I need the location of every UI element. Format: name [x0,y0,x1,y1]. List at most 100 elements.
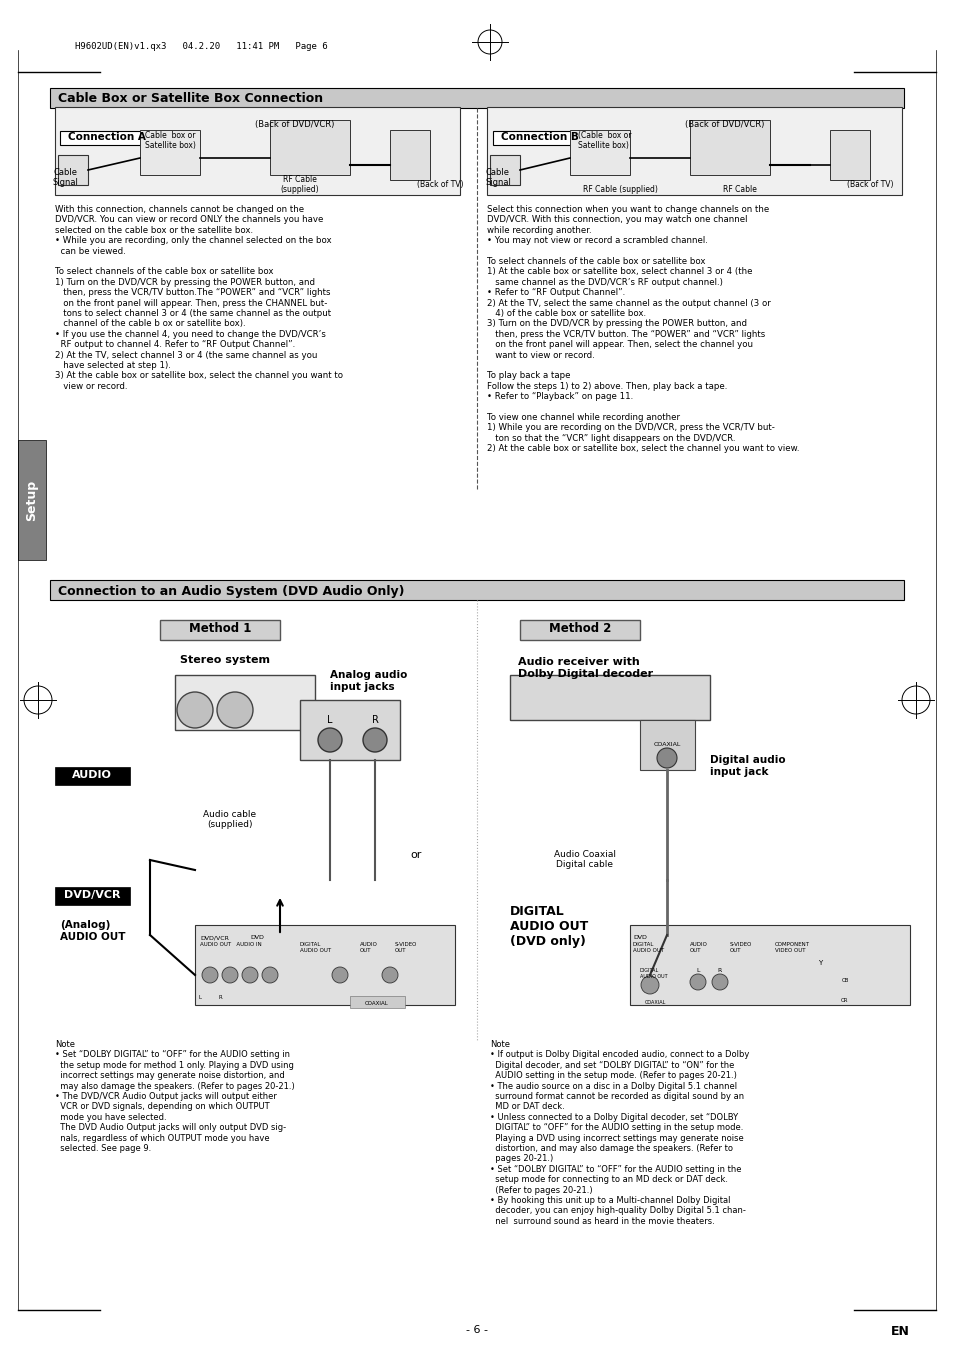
Text: Analog audio
input jacks: Analog audio input jacks [330,670,407,692]
Circle shape [711,974,727,990]
Text: L: L [327,715,333,725]
Circle shape [640,975,659,994]
Text: COAXIAL: COAXIAL [644,1000,666,1005]
Bar [55,107,459,195]
Text: DVD: DVD [250,935,264,940]
Text: DIGITAL
AUDIO OUT: DIGITAL AUDIO OUT [639,969,667,979]
Text: (Cable  box or
Satellite box): (Cable box or Satellite box) [578,131,631,150]
Text: Cable
Signal: Cable Signal [52,168,78,188]
Text: (Back of TV): (Back of TV) [416,180,463,189]
Text: AUDIO: AUDIO [72,770,112,780]
Text: RF Cable
(supplied): RF Cable (supplied) [280,176,319,195]
Text: Select this connection when you want to change channels on the
DVD/VCR. With thi: Select this connection when you want to … [486,205,799,453]
Bar [160,620,280,640]
Text: R: R [717,969,721,973]
Bar [493,131,587,145]
Text: (Back of TV): (Back of TV) [846,180,892,189]
Text: DVD/VCR: DVD/VCR [64,890,120,900]
Text: (Back of DVD/VCR): (Back of DVD/VCR) [255,120,335,128]
Circle shape [262,967,277,984]
Text: RF Cable: RF Cable [722,185,756,195]
Bar [490,155,519,185]
Bar [299,700,399,761]
Text: (Analog)
AUDIO OUT: (Analog) AUDIO OUT [60,920,126,942]
Text: COAXIAL: COAXIAL [365,1001,389,1006]
Text: H9602UD(EN)v1.qx3   04.2.20   11:41 PM   Page 6: H9602UD(EN)v1.qx3 04.2.20 11:41 PM Page … [75,42,327,51]
Text: Method 2: Method 2 [548,623,611,635]
Text: - 6 -: - 6 - [465,1325,488,1335]
Circle shape [381,967,397,984]
Bar [639,720,695,770]
Bar [390,130,430,180]
Text: Note
• If output is Dolby Digital encoded audio, connect to a Dolby
  Digital de: Note • If output is Dolby Digital encode… [490,1040,749,1225]
Text: Stereo system: Stereo system [180,655,270,665]
Bar [510,676,709,720]
Text: R: R [371,715,378,725]
Bar [60,131,154,145]
Text: AUDIO
OUT: AUDIO OUT [359,942,377,952]
Circle shape [363,728,387,753]
Text: Method 1: Method 1 [189,623,251,635]
Text: S-VIDEO
OUT: S-VIDEO OUT [729,942,752,952]
Text: AUDIO OUT   AUDIO IN: AUDIO OUT AUDIO IN [200,942,261,947]
Circle shape [222,967,237,984]
Bar [689,120,769,176]
Circle shape [202,967,218,984]
Bar [629,925,909,1005]
Bar [350,996,405,1008]
Circle shape [657,748,677,767]
Text: Cable  box or
Satellite box): Cable box or Satellite box) [145,131,195,150]
Text: COAXIAL: COAXIAL [653,742,680,747]
Text: Cable Box or Satellite Box Connection: Cable Box or Satellite Box Connection [58,92,323,105]
Bar [519,620,639,640]
Bar [50,88,903,108]
Bar [174,676,314,730]
Text: DVD: DVD [633,935,646,940]
Bar [569,130,629,176]
Text: Digital audio
input jack: Digital audio input jack [709,755,785,777]
Bar [58,155,88,185]
Text: L: L [198,994,201,1000]
Text: DIGITAL
AUDIO OUT: DIGITAL AUDIO OUT [633,942,663,952]
Text: Audio Coaxial
Digital cable: Audio Coaxial Digital cable [554,850,616,870]
Bar [486,107,901,195]
Text: Audio cable
(supplied): Audio cable (supplied) [203,811,256,830]
Text: COMPONENT
VIDEO OUT: COMPONENT VIDEO OUT [774,942,809,952]
Text: Connection A: Connection A [68,132,146,142]
Text: CR: CR [841,998,848,1002]
Text: R: R [218,994,222,1000]
Bar [55,888,130,905]
Text: Connection B: Connection B [500,132,578,142]
Text: Audio receiver with
Dolby Digital decoder: Audio receiver with Dolby Digital decode… [517,657,653,678]
Circle shape [242,967,257,984]
Text: DIGITAL
AUDIO OUT: DIGITAL AUDIO OUT [299,942,331,952]
Text: or: or [410,850,421,861]
Circle shape [317,728,341,753]
Text: CB: CB [841,978,848,984]
Text: RF Cable (supplied): RF Cable (supplied) [582,185,657,195]
Text: Setup: Setup [26,480,38,520]
Text: With this connection, channels cannot be changed on the
DVD/VCR. You can view or: With this connection, channels cannot be… [55,205,343,390]
Text: L: L [696,969,699,973]
Text: DIGITAL
AUDIO OUT
(DVD only): DIGITAL AUDIO OUT (DVD only) [510,905,588,948]
Text: Y: Y [817,961,821,966]
Text: Cable
Signal: Cable Signal [484,168,511,188]
Circle shape [216,692,253,728]
Circle shape [689,974,705,990]
Bar [194,925,455,1005]
Bar [140,130,200,176]
Circle shape [332,967,348,984]
Circle shape [177,692,213,728]
Text: DVD/VCR: DVD/VCR [200,935,229,940]
Text: Note
• Set “DOLBY DIGITAL” to “OFF” for the AUDIO setting in
  the setup mode fo: Note • Set “DOLBY DIGITAL” to “OFF” for … [55,1040,294,1152]
Text: AUDIO
OUT: AUDIO OUT [689,942,707,952]
Text: (Back of DVD/VCR): (Back of DVD/VCR) [684,120,764,128]
Bar [18,440,46,561]
Text: Connection to an Audio System (DVD Audio Only): Connection to an Audio System (DVD Audio… [58,585,404,597]
Text: EN: EN [890,1325,908,1337]
Bar [55,767,130,785]
Bar [50,580,903,600]
Bar [270,120,350,176]
Bar [829,130,869,180]
Text: S-VIDEO
OUT: S-VIDEO OUT [395,942,416,952]
